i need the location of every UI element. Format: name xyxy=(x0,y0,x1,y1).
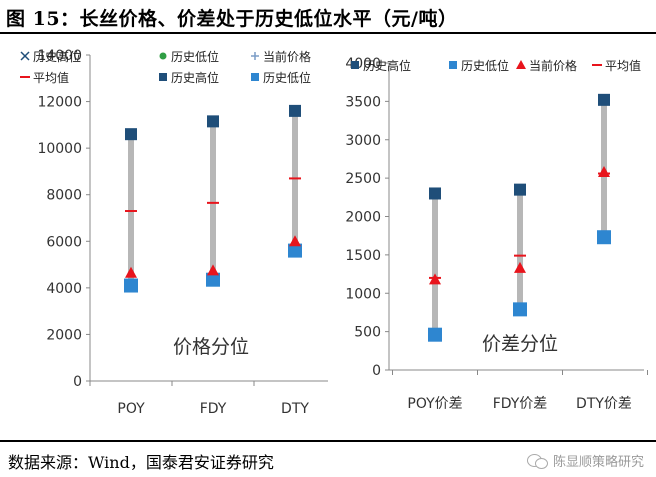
low-marker xyxy=(288,243,302,258)
watermark-text: 陈显顺策略研究 xyxy=(552,455,644,470)
x-tick-label: DTY xyxy=(281,401,309,417)
low-marker xyxy=(206,272,220,287)
high-marker xyxy=(125,128,137,141)
legend-label: 当前价格 xyxy=(263,49,311,64)
current-marker xyxy=(598,165,610,177)
y-tick-label: 1000 xyxy=(345,286,381,302)
x-tick-label: FDY价差 xyxy=(493,396,548,412)
legend-label: 历史高位 xyxy=(33,49,81,64)
x-tick-label: POY价差 xyxy=(407,396,462,412)
y-tick-label: 0 xyxy=(372,363,381,379)
range-bar xyxy=(517,189,523,310)
low-marker xyxy=(124,278,138,293)
source-note: 数据来源：Wind，国泰君安证券研究 xyxy=(8,453,274,472)
low-marker xyxy=(597,230,611,245)
y-tick-label: 500 xyxy=(354,325,381,341)
legend-label: 历史低位 xyxy=(171,49,219,64)
legend-label: 历史高位 xyxy=(363,58,411,73)
high-marker xyxy=(514,183,526,196)
high-marker xyxy=(207,115,219,128)
watermark: 陈显顺策略研究 xyxy=(526,451,644,470)
current-marker xyxy=(125,266,137,278)
legend-low-marker xyxy=(449,61,457,69)
legend-label: 平均值 xyxy=(605,58,641,73)
chart-annotation: 价格分位 xyxy=(173,336,249,358)
range-bar xyxy=(292,110,298,251)
y-tick-label: 1500 xyxy=(345,248,381,264)
y-tick-label: 4000 xyxy=(46,281,82,297)
y-tick-label: 14000 xyxy=(37,48,82,64)
high-marker xyxy=(598,93,610,106)
y-tick-label: 2000 xyxy=(345,210,381,226)
x-tick-label: DTY价差 xyxy=(576,396,632,412)
x-tick-label: FDY xyxy=(200,401,227,417)
legend-low-marker xyxy=(251,73,259,81)
legend-dot-marker xyxy=(159,52,167,60)
y-tick-label: 8000 xyxy=(46,188,82,204)
legend-label: 平均值 xyxy=(33,70,69,85)
range-bar xyxy=(432,193,438,335)
chart-annotation: 价差分位 xyxy=(482,333,558,355)
price-range-chart: 0 2000 4000 6000 8000 10000 12000 14000 POY FDY DT… xyxy=(20,48,337,417)
y-tick-label: 0 xyxy=(73,374,82,390)
low-marker xyxy=(428,327,442,342)
x-tick-label: POY xyxy=(117,401,145,417)
high-marker xyxy=(429,187,441,200)
page-title: 图 15：长丝价格、价差处于历史低位水平（元/吨） xyxy=(6,8,458,30)
wechat-icon xyxy=(526,453,549,469)
y-tick-label: 2500 xyxy=(345,171,381,187)
legend-high-marker xyxy=(159,73,167,81)
y-tick-label: 3500 xyxy=(345,94,381,110)
legend-label: 历史低位 xyxy=(263,70,311,85)
y-tick-label: 6000 xyxy=(46,234,82,250)
current-marker xyxy=(289,235,301,247)
legend-high-marker xyxy=(351,61,359,69)
legend-label: 当前价格 xyxy=(529,58,577,73)
current-marker xyxy=(429,273,441,285)
legend-current-marker xyxy=(516,60,526,69)
current-marker xyxy=(207,264,219,276)
range-bar xyxy=(128,134,134,286)
y-tick-label: 10000 xyxy=(37,141,82,157)
chart-panel-price: 0 2000 4000 6000 8000 10000 12000 14000 POY FDY DT… xyxy=(8,38,337,436)
legend-x-marker xyxy=(20,51,30,61)
legend-label: 历史高位 xyxy=(171,70,219,85)
legend-label: 历史低位 xyxy=(461,58,509,73)
high-marker xyxy=(289,104,301,117)
low-marker xyxy=(513,302,527,317)
footer-rule xyxy=(0,440,656,442)
chart-panel-spread: 0 500 1000 1500 2000 2500 3000 3500 4000 POY价差 FDY… xyxy=(330,38,656,436)
range-bar xyxy=(210,121,216,280)
title-rule xyxy=(0,32,656,34)
y-tick-label: 12000 xyxy=(37,95,82,111)
y-tick-label: 3000 xyxy=(345,133,381,149)
y-tick-label: 2000 xyxy=(46,327,82,343)
current-marker xyxy=(514,261,526,273)
